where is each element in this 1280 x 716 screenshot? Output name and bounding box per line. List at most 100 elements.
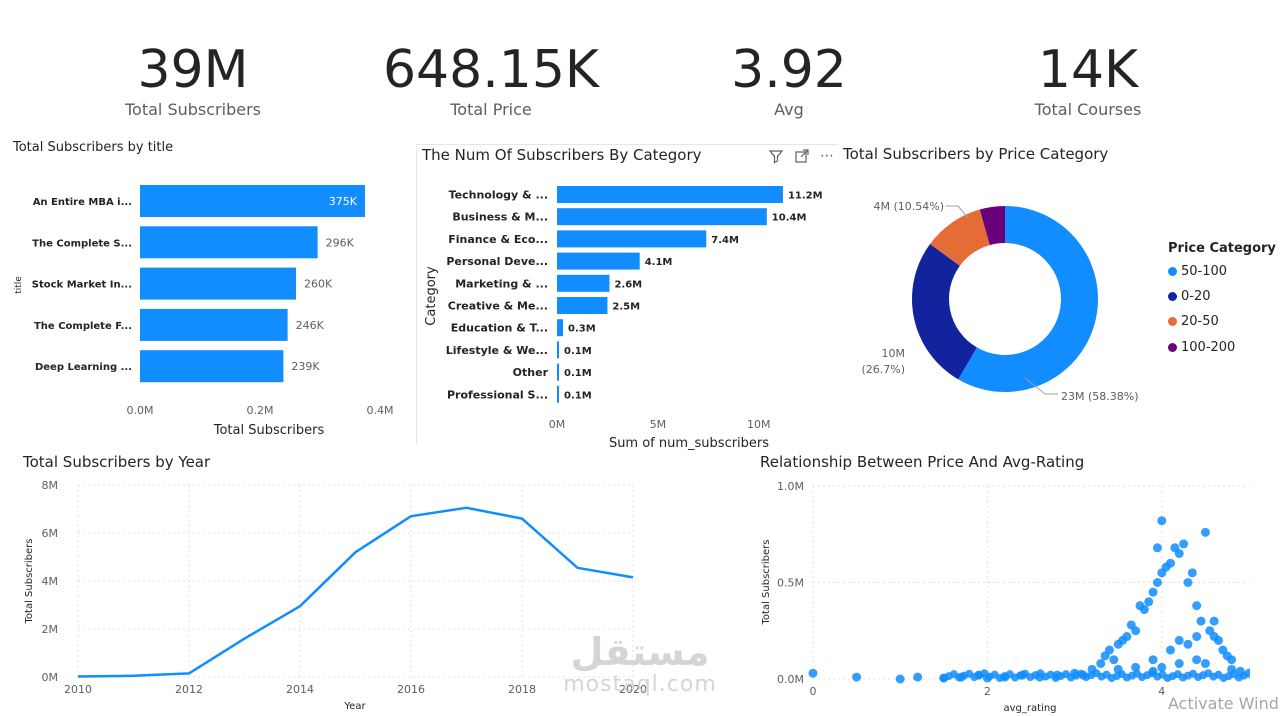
legend-dot (1168, 343, 1177, 352)
activate-windows-text: Activate Wind (1168, 694, 1279, 713)
bar (557, 208, 767, 226)
bar (140, 308, 288, 341)
scatter-point (1166, 558, 1176, 568)
divider (416, 150, 417, 445)
y-tick-label: 4M (42, 575, 59, 588)
scatter-point (913, 672, 923, 682)
x-tick-label: 0.4M (367, 404, 394, 417)
slice-label: (26.7%) (861, 363, 905, 376)
legend-item[interactable]: 50-100 (1168, 264, 1227, 279)
visual-toolbar: ⋯ (768, 148, 834, 168)
legend-item[interactable]: 20-50 (1168, 314, 1219, 329)
x-tick-label: 5M (650, 418, 667, 431)
category-label: Marketing & ... (455, 277, 548, 290)
y-axis-title: Total Subscribers (761, 540, 772, 626)
kpi-value: 648.15K (382, 40, 600, 100)
scatter-point (1209, 616, 1219, 626)
more-options-icon[interactable]: ⋯ (820, 148, 834, 164)
scatter-point (1152, 578, 1162, 587)
x-axis-title: Sum of num_subscribers (609, 436, 769, 451)
bar (557, 341, 560, 359)
category-label: Business & M... (452, 211, 548, 224)
bar (140, 267, 296, 300)
data-label: 2.6M (614, 279, 642, 290)
scatter-point (1104, 645, 1114, 655)
expand-icon[interactable] (794, 148, 810, 168)
x-tick-label: 10M (747, 418, 771, 431)
scatter-point (1139, 605, 1149, 615)
category-label: Professional S... (447, 388, 548, 401)
scatter-point (1131, 626, 1141, 636)
data-label: 0.1M (564, 390, 592, 401)
watermark: مستقل mostaql.com (560, 632, 720, 697)
scatter-point (1239, 671, 1248, 680)
scatter-point (1192, 601, 1202, 611)
category-label: Lifestyle & We... (446, 344, 548, 357)
chart-title-subscribers-by-year: Total Subscribers by Year (23, 453, 211, 471)
y-axis-title: Total Subscribers (24, 539, 35, 625)
scatter-point (1174, 549, 1184, 559)
data-label: 11.2M (788, 191, 823, 202)
slice-label: 23M (58.38%) (1061, 390, 1139, 403)
scatter-point (1152, 543, 1162, 553)
scatter-point (1131, 662, 1141, 672)
y-axis-title: Category (424, 266, 439, 326)
y-tick-label: 1.0M (777, 480, 804, 493)
scatter-point (808, 668, 818, 678)
slice-leader-line (1024, 377, 1058, 395)
funnel-icon[interactable] (768, 148, 784, 168)
chart-subscribers-by-category: Technology & ... 11.2M Business & M... 10.4… (424, 186, 823, 451)
bar (557, 274, 610, 292)
scatter-point (1096, 659, 1106, 669)
legend-dot (1168, 292, 1177, 301)
data-label: 246K (296, 319, 325, 332)
kpi-value: 14K (1037, 40, 1139, 100)
scatter-point (1196, 616, 1206, 626)
bar (557, 319, 564, 337)
x-tick-label: 0.2M (247, 404, 274, 417)
y-tick-label: 0.5M (777, 577, 804, 590)
bar (557, 385, 560, 403)
y-tick-label: 8M (42, 479, 59, 492)
data-label: 7.4M (711, 235, 739, 246)
pie-slice (912, 243, 977, 380)
bar (557, 230, 707, 248)
category-label: Finance & Eco... (448, 233, 548, 246)
data-label: 4.1M (645, 257, 673, 268)
x-tick-label: 2016 (397, 683, 425, 696)
x-tick-label: 2012 (175, 683, 203, 696)
legend-item[interactable]: 0-20 (1168, 289, 1211, 304)
scatter-point (1200, 659, 1210, 669)
chart-subscribers-by-price-category: 23M (58.38%) 10M (26.7%) 4M (10.54%) (861, 200, 1139, 403)
kpi-label: Total Courses (1034, 100, 1142, 119)
scatter-point (1183, 578, 1193, 587)
x-tick-label: 0 (810, 685, 817, 698)
kpi-total-courses: 14K Total Courses (958, 38, 1218, 119)
y-tick-label: 2M (42, 623, 59, 636)
scatter-point (1144, 597, 1154, 607)
legend-dot (1168, 317, 1177, 326)
legend-label: 50-100 (1181, 264, 1228, 279)
scatter-point (1179, 539, 1189, 549)
scatter-point (1213, 635, 1223, 645)
y-axis-title: title (14, 276, 24, 294)
x-axis-title: Year (343, 701, 366, 712)
scatter-point (1122, 632, 1132, 642)
legend-item[interactable]: 100-200 (1168, 340, 1235, 355)
data-label: 239K (291, 360, 320, 373)
scatter-point (1187, 568, 1197, 578)
scatter-point (1200, 527, 1210, 537)
scatter-point (1166, 645, 1176, 655)
bar (140, 350, 284, 383)
bar (557, 252, 640, 270)
category-label: Education & T... (451, 322, 548, 335)
category-label: The Complete S... (32, 238, 132, 249)
legend-title: Price Category (1168, 241, 1276, 256)
data-label: 10.4M (772, 213, 807, 224)
series-line (77, 506, 634, 678)
bar (140, 226, 318, 259)
category-label: Technology & ... (449, 189, 548, 202)
x-tick-label: 0.0M (127, 404, 154, 417)
x-axis-title: avg_rating (1003, 703, 1056, 714)
x-tick-label: 0M (549, 418, 566, 431)
